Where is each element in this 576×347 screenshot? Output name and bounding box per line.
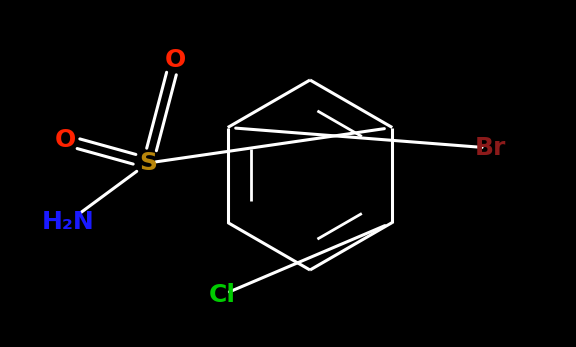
Text: Cl: Cl <box>209 283 236 307</box>
Text: Br: Br <box>474 136 506 160</box>
Text: H₂N: H₂N <box>41 210 94 234</box>
Text: S: S <box>139 151 157 175</box>
Text: O: O <box>164 48 185 72</box>
Text: O: O <box>54 128 75 152</box>
